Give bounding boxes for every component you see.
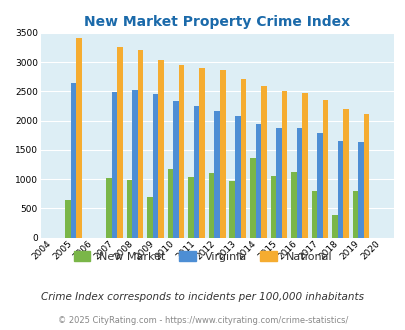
Bar (158, 60, 164, 238)
Text: © 2025 CityRating.com - https://www.cityrating.com/crime-statistics/: © 2025 CityRating.com - https://www.city… (58, 316, 347, 325)
Bar (337, 141, 342, 238)
Bar (220, 70, 225, 238)
Bar (70, 83, 76, 238)
Bar (363, 114, 369, 238)
Bar (188, 178, 194, 238)
Bar (132, 90, 138, 238)
Bar (173, 101, 179, 238)
Bar (199, 68, 205, 238)
Bar (106, 178, 111, 238)
Bar (322, 100, 327, 238)
Bar (194, 106, 199, 238)
Bar (138, 50, 143, 238)
Legend: New Market, Virginia, National: New Market, Virginia, National (69, 247, 336, 267)
Title: New Market Property Crime Index: New Market Property Crime Index (84, 15, 350, 29)
Text: Crime Index corresponds to incidents per 100,000 inhabitants: Crime Index corresponds to incidents per… (41, 292, 364, 302)
Bar (290, 172, 296, 238)
Bar (111, 92, 117, 238)
Bar (152, 94, 158, 238)
Bar (331, 215, 337, 238)
Bar (316, 133, 322, 238)
Bar (270, 176, 275, 238)
Bar (296, 128, 301, 238)
Bar (260, 86, 266, 238)
Bar (229, 181, 234, 238)
Bar (255, 124, 260, 238)
Bar (342, 109, 348, 238)
Bar (352, 191, 357, 238)
Bar (179, 65, 184, 238)
Bar (117, 47, 123, 238)
Bar (214, 111, 220, 238)
Bar (301, 93, 307, 238)
Bar (126, 180, 132, 238)
Bar (209, 173, 214, 238)
Bar (65, 200, 70, 238)
Bar (281, 91, 286, 238)
Bar (275, 128, 281, 238)
Bar (147, 197, 152, 238)
Bar (167, 169, 173, 238)
Bar (357, 142, 363, 238)
Bar (240, 79, 245, 238)
Bar (234, 116, 240, 238)
Bar (76, 38, 81, 238)
Bar (311, 191, 316, 238)
Bar (249, 157, 255, 238)
